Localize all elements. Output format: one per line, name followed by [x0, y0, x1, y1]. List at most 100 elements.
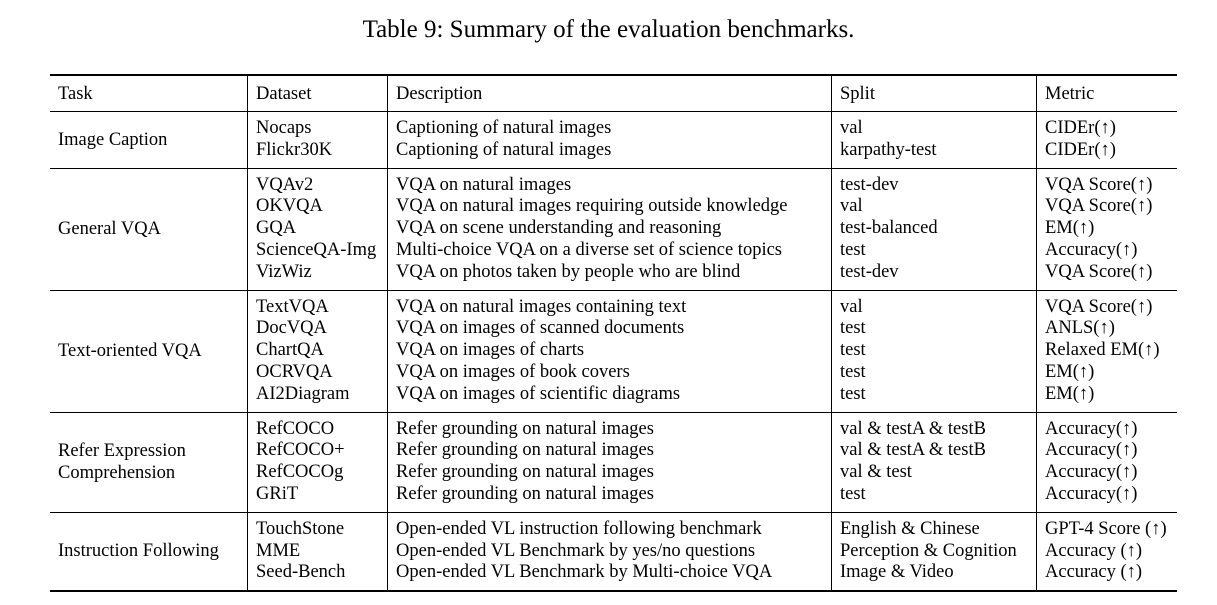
- description-text: VQA on images of scanned documents: [396, 318, 685, 339]
- description-text: Open-ended VL Benchmark by Multi-choice …: [396, 562, 773, 583]
- dataset-cell: RefCOCO RefCOCO+ RefCOCOg GRiT: [247, 412, 388, 512]
- task-cell: Image Caption: [50, 112, 248, 168]
- dataset-cell: TouchStone MME Seed-Bench: [247, 512, 388, 591]
- dataset-name: GRiT: [256, 483, 299, 504]
- benchmark-table-container: Task Dataset Description Split Metric Im…: [50, 74, 1177, 593]
- description-cell: Open-ended VL instruction following benc…: [387, 512, 832, 591]
- task-label: General VQA: [58, 219, 161, 240]
- divider-line: [50, 511, 1177, 513]
- description-text: Multi-choice VQA on a diverse set of sci…: [396, 239, 782, 260]
- dataset-name: AI2Diagram: [256, 383, 350, 404]
- metric-text: CIDEr(↑): [1045, 118, 1116, 138]
- metric-text: VQA Score(↑): [1045, 296, 1153, 317]
- split-text: val: [840, 196, 863, 217]
- task-cell: Instruction Following: [50, 512, 248, 590]
- metric-text: Accuracy(↑): [1045, 462, 1138, 483]
- description-cell: Captioning of natural images Captioning o…: [387, 111, 832, 168]
- metric-text: EM(↑): [1045, 383, 1095, 404]
- metric-text: CIDEr(↑): [1045, 139, 1116, 160]
- header-metric: Metric: [1036, 75, 1177, 112]
- dataset-name: Seed-Bench: [256, 562, 346, 583]
- divider-line: [50, 289, 1177, 291]
- metric-cell: Accuracy(↑) Accuracy(↑) Accuracy(↑) Accurac…: [1036, 412, 1177, 512]
- task-group-row: Refer Expression Comprehension RefCOCO RefC…: [50, 412, 1177, 512]
- metric-text: Relaxed EM(↑): [1045, 340, 1160, 361]
- split-text: Perception & Cognition: [840, 540, 1017, 561]
- description-text: Refer grounding on natural images: [396, 483, 654, 504]
- split-text: val: [840, 118, 863, 138]
- divider-line: [50, 589, 1177, 593]
- dataset-name: RefCOCO+: [256, 440, 345, 461]
- metric-text: Accuracy (↑): [1045, 540, 1143, 561]
- header-dataset: Dataset: [247, 75, 388, 112]
- dataset-name: TouchStone: [256, 518, 345, 539]
- task-group-row: Image Caption Nocaps Flickr30K Captioning o…: [50, 111, 1177, 168]
- description-text: VQA on images of book covers: [396, 361, 630, 382]
- task-cell: Refer Expression Comprehension: [50, 412, 248, 512]
- description-text: VQA on images of scientific diagrams: [396, 383, 681, 404]
- split-text: test: [840, 483, 866, 504]
- metric-cell: CIDEr(↑) CIDEr(↑): [1036, 111, 1177, 168]
- description-text: VQA on natural images: [396, 174, 572, 195]
- description-cell: VQA on natural images containing text VQA…: [387, 290, 832, 412]
- header-task: Task: [58, 83, 93, 104]
- task-cell: Text-oriented VQA: [50, 290, 248, 411]
- dataset-name: GQA: [256, 218, 297, 239]
- group-divider: [50, 167, 1177, 169]
- description-text: Open-ended VL Benchmark by yes/no questi…: [396, 540, 756, 561]
- split-text: karpathy-test: [840, 139, 937, 160]
- metric-text: ANLS(↑): [1045, 318, 1115, 339]
- description-text: VQA on scene understanding and reasoning: [396, 218, 722, 239]
- task-label: Image Caption: [58, 129, 168, 150]
- table-caption: Table 9: Summary of the evaluation bench…: [362, 16, 855, 43]
- dataset-cell: TextVQA DocVQA ChartQA OCRVQA AI2Diagram: [247, 290, 388, 412]
- dataset-name: RefCOCO: [256, 418, 335, 439]
- group-divider: [50, 289, 1177, 291]
- description-text: Captioning of natural images: [396, 139, 612, 160]
- task-group-row: General VQA VQAv2 OKVQA GQA ScienceQA-Img Viz…: [50, 168, 1177, 290]
- task-cell: General VQA: [50, 168, 248, 289]
- split-text: test-balanced: [840, 218, 938, 239]
- split-text: val: [840, 296, 863, 317]
- split-text: test: [840, 318, 866, 339]
- description-text: VQA on natural images requiring outside …: [396, 196, 788, 217]
- description-text: VQA on natural images containing text: [396, 296, 687, 317]
- task-label: Refer Expression: [58, 441, 186, 462]
- split-cell: val test test test test: [831, 290, 1037, 412]
- benchmark-table: Task Dataset Description Split Metric Im…: [50, 74, 1177, 593]
- split-text: test: [840, 361, 866, 382]
- header-split: Split: [831, 75, 1037, 112]
- dataset-cell: VQAv2 OKVQA GQA ScienceQA-Img VizWiz: [247, 168, 388, 290]
- divider-line: [50, 411, 1177, 413]
- dataset-name: OKVQA: [256, 196, 323, 217]
- metric-text: Accuracy(↑): [1045, 418, 1138, 439]
- task-label: Instruction Following: [58, 541, 219, 562]
- split-text: val & testA & testB: [840, 418, 986, 439]
- task-label: Comprehension: [58, 463, 176, 484]
- metric-text: EM(↑): [1045, 218, 1095, 239]
- table-body: Image Caption Nocaps Flickr30K Captioning o…: [50, 111, 1177, 593]
- metric-text: VQA Score(↑): [1045, 196, 1153, 217]
- dataset-name: DocVQA: [256, 318, 327, 339]
- metric-cell: VQA Score(↑) VQA Score(↑) EM(↑) Accuracy(↑)…: [1036, 168, 1177, 290]
- dataset-name: RefCOCOg: [256, 462, 344, 483]
- description-text: VQA on photos taken by people who are bl…: [396, 261, 741, 282]
- task-group-row: Text-oriented VQA TextVQA DocVQA ChartQA OCR…: [50, 290, 1177, 412]
- metric-text: VQA Score(↑): [1045, 174, 1153, 195]
- split-text: test: [840, 239, 866, 260]
- group-divider: [50, 589, 1177, 593]
- description-text: Refer grounding on natural images: [396, 462, 654, 483]
- metric-text: EM(↑): [1045, 361, 1095, 382]
- dataset-name: ScienceQA-Img: [256, 239, 377, 260]
- group-divider: [50, 511, 1177, 513]
- dataset-name: TextVQA: [256, 296, 329, 317]
- split-text: val & testA & testB: [840, 440, 986, 461]
- dataset-name: VQAv2: [256, 174, 314, 195]
- description-text: Open-ended VL instruction following benc…: [396, 518, 762, 539]
- split-cell: English & Chinese Perception & Cognition I…: [831, 512, 1037, 591]
- header-description: Description: [387, 75, 832, 112]
- dataset-cell: Nocaps Flickr30K: [247, 111, 388, 168]
- split-text: test: [840, 340, 866, 361]
- split-cell: val & testA & testB val & testA & testB va…: [831, 412, 1037, 512]
- task-group-row: Instruction Following TouchStone MME Seed-B…: [50, 512, 1177, 591]
